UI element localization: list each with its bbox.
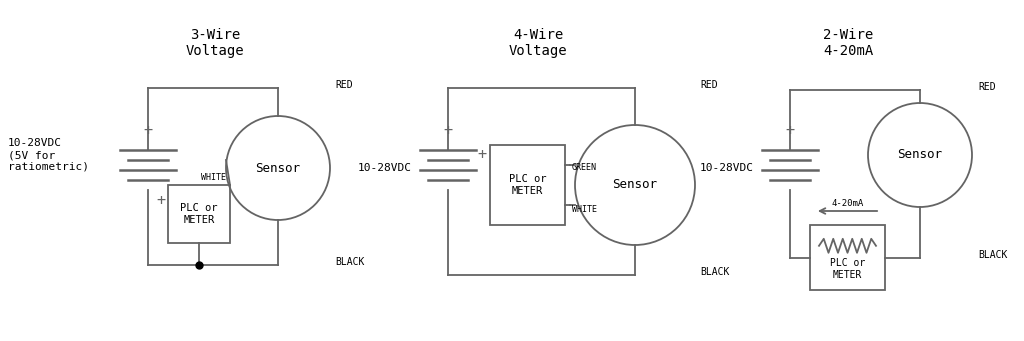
Text: 4-20mA: 4-20mA	[831, 199, 863, 208]
Text: WHITE: WHITE	[201, 173, 226, 182]
Text: +: +	[785, 122, 795, 137]
Text: BLACK: BLACK	[700, 267, 729, 277]
Text: RED: RED	[700, 80, 718, 90]
Text: 10-28VDC: 10-28VDC	[700, 163, 754, 173]
Bar	[490, 145, 565, 225]
Text: PLC or
METER: PLC or METER	[509, 174, 546, 196]
Text: BLACK: BLACK	[978, 250, 1008, 260]
Text: GREEN: GREEN	[572, 163, 597, 173]
Text: RED: RED	[978, 82, 995, 92]
Text: Sensor: Sensor	[897, 148, 942, 162]
Bar	[168, 185, 230, 243]
Text: 4-Wire
Voltage: 4-Wire Voltage	[509, 28, 567, 58]
Text: +: +	[477, 148, 486, 163]
Text: 10-28VDC
(5V for
ratiometric): 10-28VDC (5V for ratiometric)	[8, 138, 89, 172]
Text: WHITE: WHITE	[572, 206, 597, 214]
Text: PLC or
METER: PLC or METER	[829, 258, 865, 280]
Text: 10-28VDC: 10-28VDC	[358, 163, 412, 173]
Text: +: +	[443, 122, 453, 137]
Text: 3-Wire
Voltage: 3-Wire Voltage	[185, 28, 245, 58]
Text: Sensor: Sensor	[256, 162, 300, 175]
Text: RED: RED	[335, 80, 352, 90]
Text: +: +	[143, 122, 153, 137]
Text: PLC or
METER: PLC or METER	[180, 203, 218, 225]
Text: Sensor: Sensor	[612, 178, 657, 192]
Bar	[810, 225, 885, 290]
Text: BLACK: BLACK	[335, 257, 365, 267]
Text: 2-Wire
4-20mA: 2-Wire 4-20mA	[823, 28, 873, 58]
Text: +: +	[157, 193, 166, 208]
